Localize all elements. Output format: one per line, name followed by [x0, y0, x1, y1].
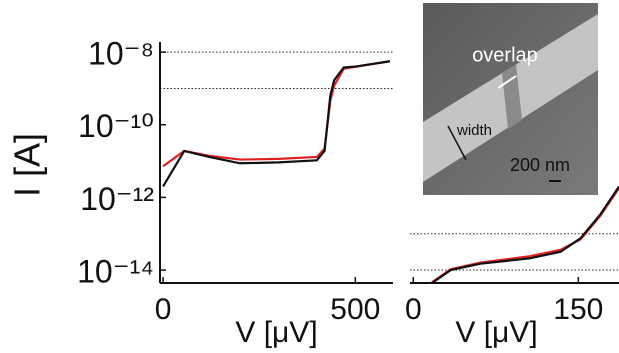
x-tick-label: 0 [155, 293, 172, 326]
y-tick-label: 10⁻¹² [80, 181, 154, 217]
x-axis-label: V [μV] [455, 316, 537, 349]
inset-image: overlap width 200 nm [423, 3, 598, 195]
y-tick-label: 10⁻⁸ [88, 36, 154, 72]
x-tick-label: 500 [330, 293, 380, 326]
annotation: width [456, 122, 492, 139]
data-line [432, 186, 619, 283]
data-line [163, 61, 390, 186]
annotation: overlap [472, 44, 538, 66]
y-tick-label: 10⁻¹⁰ [78, 108, 154, 144]
x-tick-label: 0 [405, 293, 422, 326]
x-tick-label: 150 [553, 293, 603, 326]
y-tick-label: 10⁻¹⁴ [77, 254, 154, 290]
annotation: 200 nm [510, 155, 570, 175]
y-axis-label: I [A] [7, 133, 48, 197]
chart: I [A] 10⁻⁸10⁻¹⁰10⁻¹²10⁻¹⁴0500V [μV]0150V… [0, 0, 619, 353]
x-axis-label: V [μV] [235, 316, 317, 349]
data-line [163, 61, 390, 166]
